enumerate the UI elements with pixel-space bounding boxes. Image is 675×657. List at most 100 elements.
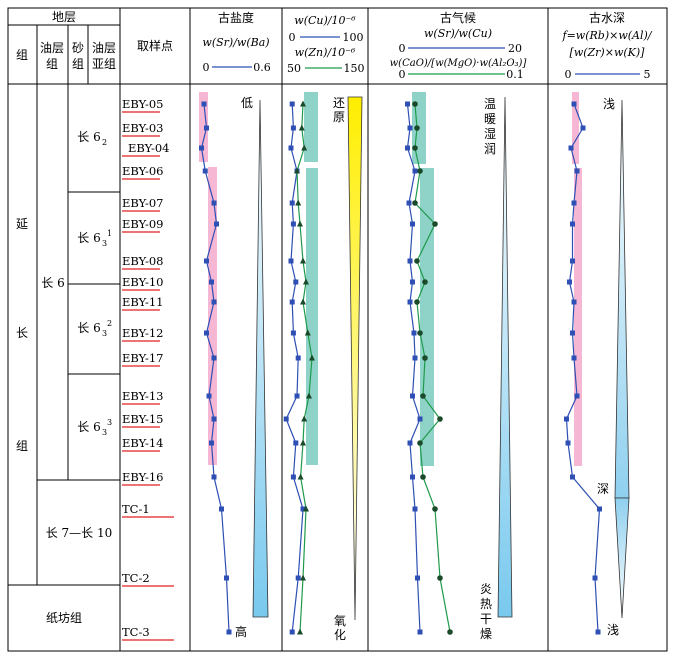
svg-text:长 6: 长 6 xyxy=(77,231,100,245)
sample-label: EBY-17 xyxy=(122,351,164,365)
climate-hot-label: 炎 热 干 燥 xyxy=(480,582,492,641)
cao-data-point xyxy=(437,575,443,581)
sample-label: TC-1 xyxy=(122,502,150,516)
header-oil-group-1: 油层 xyxy=(40,41,64,55)
climate-gradient-triangle xyxy=(497,96,513,618)
sample-label: EBY-09 xyxy=(122,217,164,231)
salinity-gradient-triangle xyxy=(252,99,269,618)
salinity-low: 低 xyxy=(241,96,253,110)
cu-data-point xyxy=(289,299,295,305)
f-data-point xyxy=(595,629,601,635)
sample-label: EBY-13 xyxy=(122,389,164,403)
header-salinity-ratio: w(Sr)/w(Ba) xyxy=(202,36,269,49)
zn-data-point xyxy=(300,100,306,107)
f-data-point xyxy=(571,200,577,206)
redox-band-upper xyxy=(304,92,318,162)
zn-data-point xyxy=(300,439,306,446)
svg-text:润: 润 xyxy=(484,142,496,156)
zn-data-point xyxy=(304,329,311,336)
salinity-data-point xyxy=(224,575,229,581)
srcu-series-line xyxy=(406,103,421,633)
redox-band-lower xyxy=(306,168,318,465)
cao-axis-max: 0.1 xyxy=(506,68,524,81)
cu-data-point xyxy=(290,221,296,227)
chang6-label: 长 6 xyxy=(41,276,64,290)
f-series-line xyxy=(565,103,601,633)
cu-data-point xyxy=(288,258,294,264)
salinity-data-point xyxy=(214,221,219,227)
svg-text:干: 干 xyxy=(480,612,492,626)
zhifang-label: 纸坊组 xyxy=(46,610,82,625)
header-depth-formula-1: f=w(Rb)×w(Al)/ xyxy=(562,29,653,42)
svg-text:2: 2 xyxy=(102,138,107,147)
salinity-axis-max: 0.6 xyxy=(253,61,271,74)
salinity-band-upper xyxy=(199,92,208,162)
zn-data-point xyxy=(300,257,306,264)
cao-data-point xyxy=(447,629,453,635)
srcu-data-point xyxy=(410,221,415,227)
cu-data-point xyxy=(289,101,295,107)
f-data-point xyxy=(574,168,580,174)
f-data-point xyxy=(570,474,575,480)
header-subgroup-1: 油层 xyxy=(92,41,116,55)
svg-text:长 6: 长 6 xyxy=(77,321,100,335)
cu-axis-min: 0 xyxy=(289,31,296,44)
header-sand-group-2: 组 xyxy=(72,57,84,71)
f-data-point xyxy=(574,393,580,399)
cao-data-point xyxy=(420,393,426,399)
srcu-data-point xyxy=(405,145,410,151)
zn-axis-min: 50 xyxy=(287,62,301,75)
salinity-data-point xyxy=(226,629,232,635)
zn-data-point xyxy=(298,124,305,131)
f-data-point xyxy=(592,575,598,581)
cao-data-point xyxy=(420,474,426,480)
srcu-data-point xyxy=(417,416,423,422)
zn-data-point xyxy=(294,167,300,174)
depth-band-upper xyxy=(572,92,579,164)
sample-label: EBY-08 xyxy=(122,254,164,268)
svg-text:3: 3 xyxy=(102,239,107,248)
salinity-data-point xyxy=(211,474,217,480)
srcu-data-point xyxy=(406,200,412,206)
srcu-data-point xyxy=(415,575,420,581)
header-sample-point: 取样点 xyxy=(137,38,173,53)
svg-text:长 6: 长 6 xyxy=(77,420,100,434)
srcu-data-point xyxy=(410,393,415,399)
header-zn: w(Zn)/10⁻⁶ xyxy=(295,46,356,59)
sample-label: EBY-16 xyxy=(122,470,164,484)
salinity-data-point xyxy=(211,355,217,361)
f-data-point xyxy=(580,125,586,131)
f-data-point xyxy=(564,416,569,422)
header-srcu: w(Sr)/w(Cu) xyxy=(424,27,492,40)
cu-data-point xyxy=(290,474,296,480)
header-paleo-salinity: 古盐度 xyxy=(218,10,254,25)
svg-text:2: 2 xyxy=(107,319,112,328)
f-data-point xyxy=(570,258,575,264)
cu-data-point xyxy=(295,575,301,581)
f-data-point xyxy=(597,506,602,512)
header-paleoclimate: 古气候 xyxy=(440,10,476,25)
formation-char-2: 长 xyxy=(16,326,28,340)
cu-data-point xyxy=(289,629,295,635)
cao-data-point xyxy=(417,330,423,336)
chang7-10-label: 长 7—长 10 xyxy=(46,526,113,540)
zn-data-point xyxy=(309,354,315,361)
salinity-data-point xyxy=(209,279,214,285)
srcu-data-point xyxy=(410,474,415,480)
srcu-data-point xyxy=(412,355,418,361)
cu-data-point xyxy=(293,440,299,446)
formation-char-1: 延 xyxy=(16,217,28,231)
zn-data-point xyxy=(297,628,303,635)
cao-axis-min: 0 xyxy=(399,68,406,81)
cao-series-line xyxy=(414,103,451,633)
zn-data-point xyxy=(301,415,308,422)
sample-labels: EBY-05 EBY-03 EBY-04 EBY-06 EBY-07 EBY-09 EBY-… xyxy=(122,97,174,641)
salinity-data-point xyxy=(211,299,217,305)
f-axis-max: 5 xyxy=(644,68,651,81)
sample-label: EBY-03 xyxy=(122,121,164,135)
cu-data-point xyxy=(290,125,296,131)
cu-data-point xyxy=(294,393,300,399)
svg-text:热: 热 xyxy=(480,597,492,611)
cao-data-point xyxy=(412,101,418,107)
sample-label: EBY-11 xyxy=(122,295,164,309)
